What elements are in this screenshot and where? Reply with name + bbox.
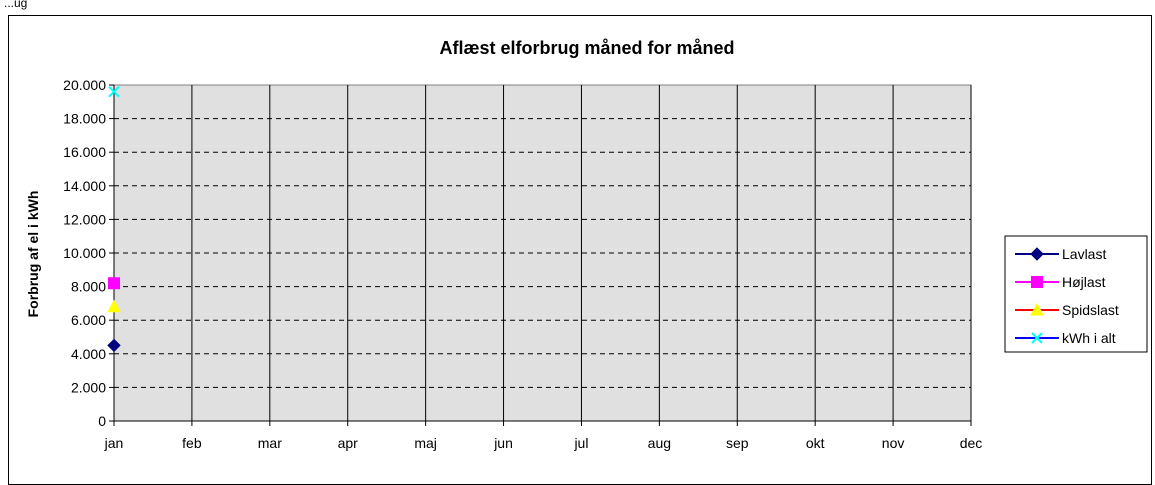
data-point — [107, 338, 121, 353]
legend-marker — [1031, 332, 1043, 344]
axis-layer: 0 2.000 4.000 6.000 8.000 10.000 12.000 14.000 1… — [63, 77, 982, 451]
x-tick-label: jun — [493, 435, 513, 451]
legend-label: Lavlast — [1062, 246, 1106, 262]
legend-marker — [1031, 276, 1043, 288]
legend-item: Højlast — [1015, 274, 1106, 290]
legend-item: Spidslast — [1015, 302, 1119, 318]
legend-item: Lavlast — [1015, 246, 1106, 262]
x-tick-label: jul — [573, 435, 588, 451]
x-tick-label: dec — [960, 435, 983, 451]
x-tick-label: feb — [182, 435, 202, 451]
y-tick-label: 20.000 — [63, 77, 106, 93]
y-tick-label: 0 — [98, 413, 106, 429]
y-tick-label: 4.000 — [71, 346, 106, 362]
x-tick-label: jan — [104, 435, 124, 451]
x-tick-label: aug — [648, 435, 671, 451]
legend-marker — [1030, 302, 1044, 316]
x-tick-label: apr — [338, 435, 359, 451]
x-tick-label: maj — [414, 435, 437, 451]
chart-title: Aflæst elforbrug måned for måned — [439, 38, 734, 58]
y-tick-label: 12.000 — [63, 211, 106, 227]
legend-item: kWh i alt — [1015, 330, 1116, 346]
data-point — [107, 299, 121, 313]
y-tick-label: 16.000 — [63, 144, 106, 160]
y-tick-label: 14.000 — [63, 178, 106, 194]
legend-label: Spidslast — [1062, 302, 1119, 318]
legend-marker — [1030, 247, 1044, 261]
y-tick-label: 6.000 — [71, 312, 106, 328]
y-tick-label: 2.000 — [71, 379, 106, 395]
legend-label: kWh i alt — [1062, 330, 1116, 346]
legend: Lavlast Højlast Spidslast kWh i alt — [1004, 235, 1148, 353]
legend-box — [1004, 235, 1148, 353]
marks-layer — [107, 86, 121, 353]
data-point — [108, 277, 120, 290]
grid-layer — [114, 85, 972, 421]
x-tick-label: nov — [882, 435, 905, 451]
x-tick-label: mar — [258, 435, 282, 451]
data-point — [108, 86, 120, 98]
legend-label: Højlast — [1062, 274, 1106, 290]
y-tick-label: 18.000 — [63, 111, 106, 127]
x-tick-label: okt — [806, 435, 825, 451]
y-axis-title: Forbrug af el i kWh — [25, 191, 41, 318]
x-tick-label: sep — [726, 435, 749, 451]
y-tick-label: 8.000 — [71, 279, 106, 295]
top-label: ...ug — [4, 0, 28, 10]
y-tick-label: 10.000 — [63, 245, 106, 261]
